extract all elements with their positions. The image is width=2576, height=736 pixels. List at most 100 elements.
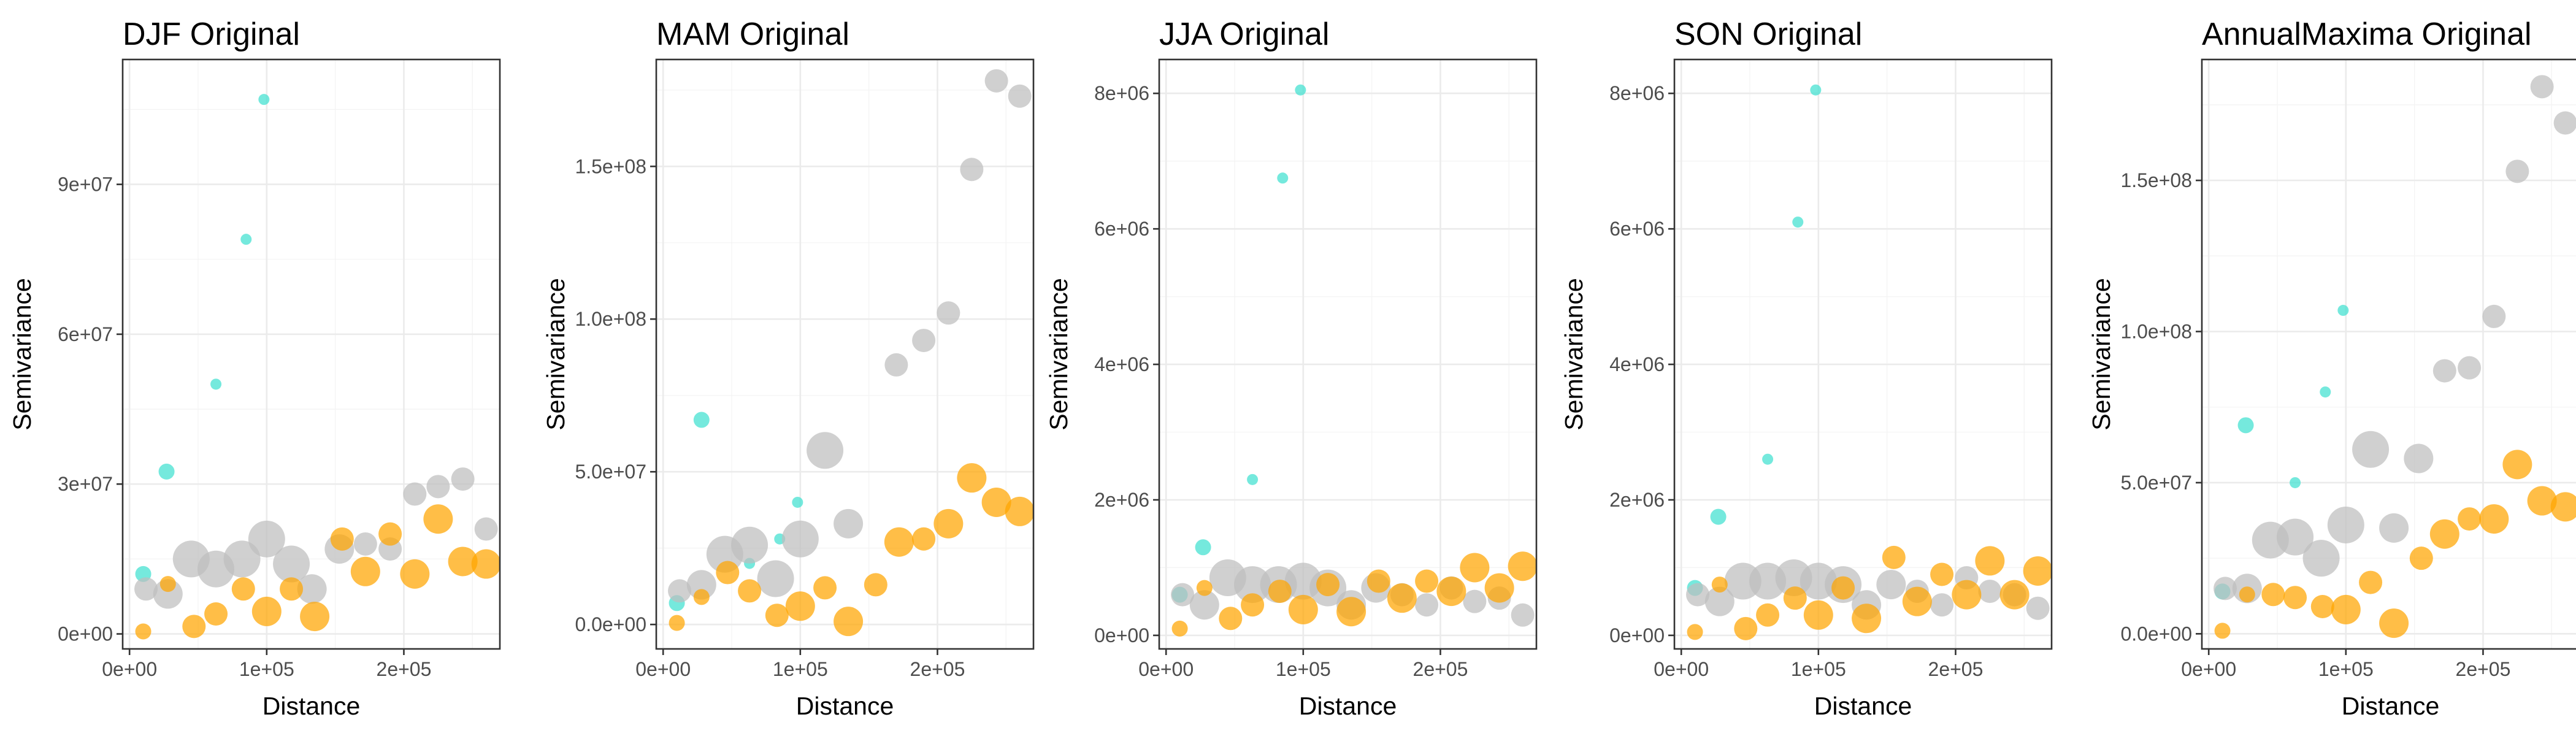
y-axis-label: Semivariance xyxy=(1560,278,1588,430)
data-point-orange xyxy=(1711,577,1728,593)
y-tick-label: 5.0e+07 xyxy=(2120,472,2192,494)
data-point-gray xyxy=(1171,583,1195,607)
data-point-gray xyxy=(686,570,716,600)
data-point-gray xyxy=(1704,586,1735,616)
data-point-gray xyxy=(1189,590,1219,620)
data-point-gray xyxy=(807,432,844,469)
panel-title: SON Original xyxy=(1674,17,1862,52)
data-point-orange xyxy=(669,615,685,631)
points-layer xyxy=(668,69,1033,637)
data-point-gray xyxy=(451,467,475,491)
plot-background xyxy=(2202,59,2576,649)
x-tick-label: 0e+00 xyxy=(102,658,157,680)
data-point-orange xyxy=(2283,586,2307,610)
x-tick-label: 0e+00 xyxy=(1138,658,1194,680)
data-point-orange xyxy=(300,602,330,632)
data-point-orange xyxy=(1783,586,1807,610)
data-point-orange xyxy=(1975,546,2005,576)
x-tick-label: 1e+05 xyxy=(1791,658,1846,680)
data-point-teal xyxy=(1810,84,1822,96)
data-point-orange xyxy=(204,602,228,626)
data-point-orange xyxy=(159,576,176,592)
data-point-orange xyxy=(1930,562,1954,586)
x-tick-label: 1e+05 xyxy=(1276,658,1331,680)
x-tick-label: 2e+05 xyxy=(377,658,432,680)
data-point-orange xyxy=(693,589,710,605)
data-point-orange xyxy=(1415,569,1439,593)
x-axis-label: Distance xyxy=(1814,692,1912,720)
data-point-orange xyxy=(884,527,914,557)
plot-frame xyxy=(2201,58,2576,650)
data-point-gray xyxy=(2214,577,2237,600)
data-point-gray xyxy=(2553,111,2576,135)
data-point-orange xyxy=(765,604,789,627)
data-point-orange xyxy=(1387,583,1417,613)
data-point-orange xyxy=(1288,594,1318,624)
y-axis-label: Semivariance xyxy=(2087,278,2115,430)
data-point-gray xyxy=(223,540,261,578)
data-point-gray xyxy=(2482,304,2506,328)
data-point-orange xyxy=(280,577,304,601)
data-point-orange xyxy=(378,522,402,546)
panel-2: MAM Original 0e+00 1e+05 2e+05 0.0e+00 5.0e+0… xyxy=(542,17,1035,720)
x-axis-label: Distance xyxy=(1299,692,1397,720)
data-point-orange xyxy=(1734,616,1758,640)
data-point-gray xyxy=(2404,443,2434,473)
data-point-orange xyxy=(1756,603,1780,627)
data-point-orange xyxy=(1999,580,2030,610)
data-point-gray xyxy=(912,329,936,353)
data-point-orange xyxy=(1219,607,1243,631)
x-tick-label: 0e+00 xyxy=(2181,658,2236,680)
points-layer xyxy=(1686,84,2052,640)
x-tick-label: 0e+00 xyxy=(635,658,691,680)
data-point-orange xyxy=(1687,624,1703,640)
y-tick-label: 1.5e+08 xyxy=(2120,169,2192,191)
data-point-orange xyxy=(448,546,478,577)
plot-frame xyxy=(1158,58,1538,650)
data-point-teal xyxy=(2290,477,2301,488)
data-point-orange xyxy=(2409,546,2433,570)
data-point-teal xyxy=(2320,386,2331,398)
data-point-orange xyxy=(423,504,453,534)
data-point-gray xyxy=(1008,84,1032,108)
y-tick-label: 9e+07 xyxy=(58,174,113,196)
data-point-orange xyxy=(864,573,887,597)
data-point-orange xyxy=(834,607,864,637)
data-point-gray xyxy=(1930,593,1954,617)
data-point-teal xyxy=(1792,217,1804,228)
panel-1: DJF Original 0e+00 1e+05 2e+05 0e+00 3e+07 6e+… xyxy=(8,17,501,720)
data-point-gray xyxy=(2505,159,2529,183)
data-point-orange xyxy=(785,591,815,621)
data-point-teal xyxy=(240,234,252,245)
data-point-gray xyxy=(273,545,310,583)
y-tick-label: 6e+06 xyxy=(1094,218,1149,240)
data-point-gray xyxy=(403,482,427,506)
x-tick-label: 1e+05 xyxy=(239,658,294,680)
panel-title: JJA Original xyxy=(1159,17,1329,52)
data-point-orange xyxy=(1882,545,1906,569)
y-tick-label: 1.0e+08 xyxy=(575,308,646,330)
plot-frame xyxy=(655,58,1035,650)
data-point-gray xyxy=(2327,506,2364,543)
data-point-orange xyxy=(2359,570,2383,594)
panel-title: MAM Original xyxy=(656,17,849,52)
points-layer xyxy=(134,94,500,640)
panel-4: SON Original 0e+00 1e+05 2e+05 0e+00 2e+06 4e+… xyxy=(1560,17,2053,720)
data-point-teal xyxy=(1247,473,1259,485)
data-point-teal xyxy=(158,463,175,480)
data-point-orange xyxy=(1005,496,1033,526)
x-axis-label: Distance xyxy=(263,692,361,720)
data-point-gray xyxy=(781,520,819,558)
y-tick-label: 0.0e+00 xyxy=(575,613,646,635)
data-point-teal xyxy=(210,378,222,390)
data-point-gray xyxy=(2530,75,2554,99)
plot-frame xyxy=(121,58,501,650)
data-point-orange xyxy=(1852,604,1882,634)
data-point-gray xyxy=(1978,580,2002,604)
data-point-orange xyxy=(2458,507,2482,531)
data-point-orange xyxy=(1367,569,1390,593)
y-tick-label: 0e+00 xyxy=(58,623,113,645)
data-point-gray xyxy=(2379,513,2409,543)
data-point-teal xyxy=(2337,305,2349,316)
